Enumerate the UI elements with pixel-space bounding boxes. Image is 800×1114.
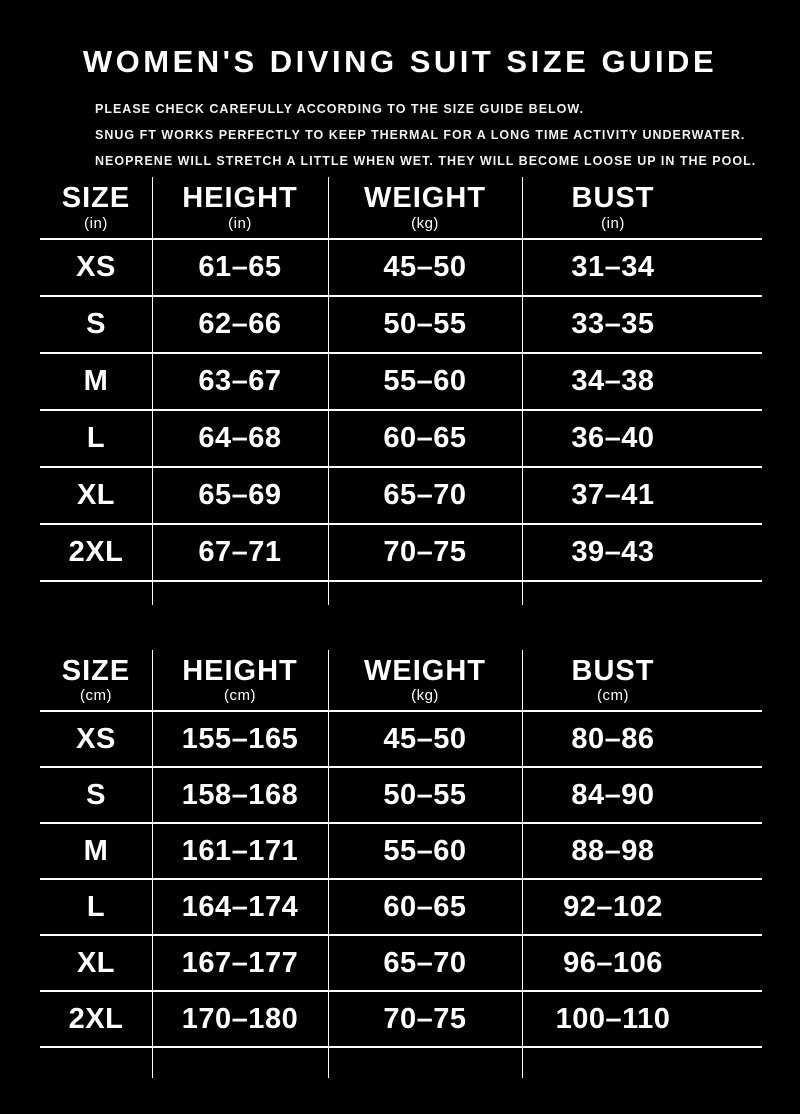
cell-weight: 45–50: [328, 240, 522, 297]
cell-height: 65–69: [152, 468, 328, 525]
header-label: BUST: [571, 182, 655, 215]
cell-weight: 50–55: [328, 768, 522, 824]
cell-height: 158–168: [152, 768, 328, 824]
header-label: WEIGHT: [364, 654, 486, 687]
cell-height: 167–177: [152, 936, 328, 992]
header-label: SIZE: [61, 182, 131, 215]
column-divider: [328, 650, 329, 1078]
cell-size: L: [40, 411, 152, 468]
cell-weight: 55–60: [328, 354, 522, 411]
cell-height: 64–68: [152, 411, 328, 468]
cell-weight: 60–65: [328, 880, 522, 936]
header-label: HEIGHT: [182, 654, 298, 687]
column-divider: [152, 650, 153, 1078]
cell-bust: 80–86: [522, 712, 762, 768]
size-table-inches: SIZE (in) HEIGHT (in) WEIGHT (kg) BUST (…: [40, 177, 762, 605]
column-divider: [522, 650, 523, 1078]
cell-size: S: [40, 297, 152, 354]
cell-size: L: [40, 880, 152, 936]
cell-bust: 36–40: [522, 411, 762, 468]
cell-bust: 88–98: [522, 824, 762, 880]
column-divider: [152, 177, 153, 605]
cell-height: 62–66: [152, 297, 328, 354]
cell-weight: 70–75: [328, 992, 522, 1048]
column-header-weight: WEIGHT (kg): [328, 650, 522, 712]
cell-weight: 65–70: [328, 936, 522, 992]
header-unit: (cm): [224, 687, 256, 705]
cell-bust: 96–106: [522, 936, 762, 992]
header-unit: (in): [601, 214, 625, 232]
column-header-height: HEIGHT (cm): [152, 650, 328, 712]
cell-size: 2XL: [40, 992, 152, 1048]
cell-bust: 39–43: [522, 525, 762, 582]
header-label: HEIGHT: [182, 182, 298, 215]
cell-height: 61–65: [152, 240, 328, 297]
cell-height: 164–174: [152, 880, 328, 936]
cell-bust: 100–110: [522, 992, 762, 1048]
cell-weight: 70–75: [328, 525, 522, 582]
header-unit: (cm): [597, 687, 629, 705]
column-header-height: HEIGHT (in): [152, 177, 328, 240]
table-grid: SIZE (cm) HEIGHT (cm) WEIGHT (kg) BUST (…: [40, 650, 762, 1048]
column-header-size: SIZE (cm): [40, 650, 152, 712]
header-unit: (kg): [411, 214, 439, 232]
notes-block: PLEASE CHECK CAREFULLY ACCORDING TO THE …: [95, 96, 755, 174]
cell-weight: 65–70: [328, 468, 522, 525]
header-label: WEIGHT: [364, 182, 486, 215]
header-unit: (in): [84, 214, 108, 232]
cell-size: S: [40, 768, 152, 824]
cell-weight: 45–50: [328, 712, 522, 768]
note-line-2: SNUG FT WORKS PERFECTLY TO KEEP THERMAL …: [95, 128, 746, 142]
cell-size: XL: [40, 468, 152, 525]
cell-bust: 31–34: [522, 240, 762, 297]
header-unit: (cm): [80, 687, 112, 705]
cell-size: XL: [40, 936, 152, 992]
cell-height: 155–165: [152, 712, 328, 768]
cell-height: 161–171: [152, 824, 328, 880]
cell-bust: 37–41: [522, 468, 762, 525]
cell-size: M: [40, 824, 152, 880]
cell-height: 63–67: [152, 354, 328, 411]
header-unit: (in): [228, 214, 252, 232]
cell-weight: 50–55: [328, 297, 522, 354]
page-title: WOMEN'S DIVING SUIT SIZE GUIDE: [82, 44, 718, 79]
column-header-weight: WEIGHT (kg): [328, 177, 522, 240]
size-table-cm: SIZE (cm) HEIGHT (cm) WEIGHT (kg) BUST (…: [40, 650, 762, 1078]
cell-size: XS: [40, 240, 152, 297]
column-header-size: SIZE (in): [40, 177, 152, 240]
note-line-3: NEOPRENE WILL STRETCH A LITTLE WHEN WET.…: [95, 154, 757, 168]
cell-size: 2XL: [40, 525, 152, 582]
table-grid: SIZE (in) HEIGHT (in) WEIGHT (kg) BUST (…: [40, 177, 762, 582]
column-header-bust: BUST (in): [522, 177, 762, 240]
cell-height: 170–180: [152, 992, 328, 1048]
note-line-1: PLEASE CHECK CAREFULLY ACCORDING TO THE …: [95, 102, 584, 116]
cell-size: XS: [40, 712, 152, 768]
column-divider: [328, 177, 329, 605]
cell-weight: 55–60: [328, 824, 522, 880]
cell-bust: 34–38: [522, 354, 762, 411]
cell-height: 67–71: [152, 525, 328, 582]
header-unit: (kg): [411, 687, 439, 705]
cell-bust: 84–90: [522, 768, 762, 824]
column-header-bust: BUST (cm): [522, 650, 762, 712]
header-label: SIZE: [61, 654, 131, 687]
cell-weight: 60–65: [328, 411, 522, 468]
cell-bust: 33–35: [522, 297, 762, 354]
header-label: BUST: [571, 654, 655, 687]
cell-size: M: [40, 354, 152, 411]
column-divider: [522, 177, 523, 605]
cell-bust: 92–102: [522, 880, 762, 936]
